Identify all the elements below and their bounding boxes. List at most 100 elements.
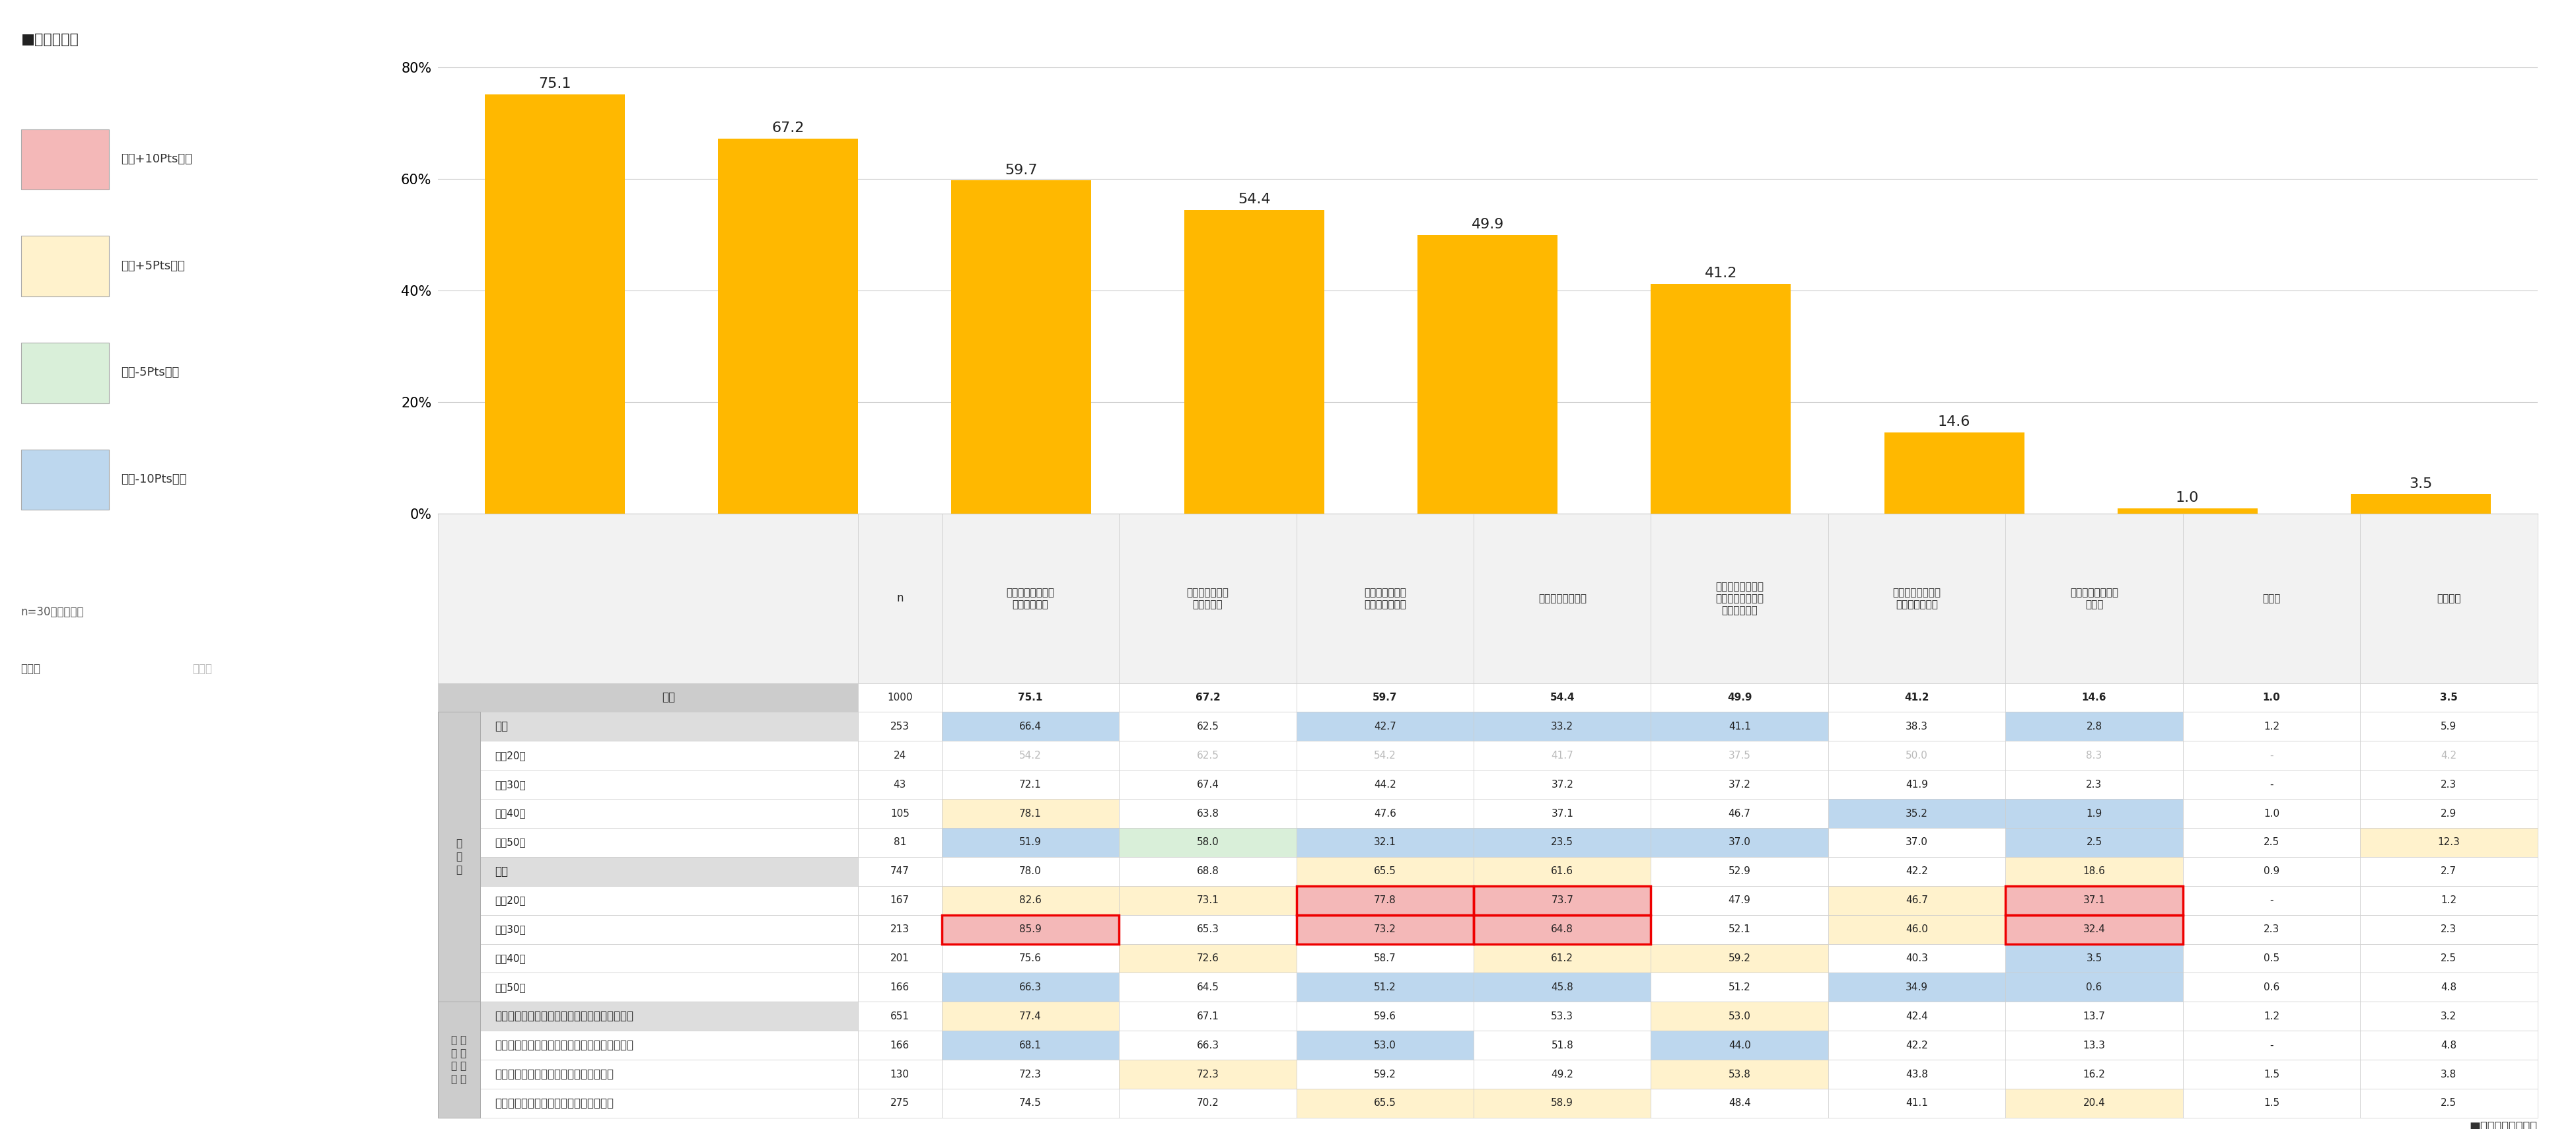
Text: 12.3: 12.3 <box>2437 838 2460 848</box>
Text: 46.7: 46.7 <box>1728 808 1752 819</box>
Text: 50.0: 50.0 <box>1906 751 1927 761</box>
FancyBboxPatch shape <box>479 1060 858 1088</box>
FancyBboxPatch shape <box>2360 1088 2537 1118</box>
Text: 2.3: 2.3 <box>2264 925 2280 935</box>
Bar <box>1651 283 1790 514</box>
FancyBboxPatch shape <box>858 914 943 944</box>
Text: 44.0: 44.0 <box>1728 1040 1752 1050</box>
FancyBboxPatch shape <box>2007 973 2182 1001</box>
FancyBboxPatch shape <box>479 886 858 914</box>
FancyBboxPatch shape <box>858 741 943 770</box>
Text: 2.5: 2.5 <box>2264 838 2280 848</box>
FancyBboxPatch shape <box>438 683 479 712</box>
FancyBboxPatch shape <box>479 973 858 1001</box>
FancyBboxPatch shape <box>1296 973 1473 1001</box>
FancyBboxPatch shape <box>1473 1060 1651 1088</box>
FancyBboxPatch shape <box>1651 914 1829 944</box>
Text: 74.5: 74.5 <box>1020 1099 1041 1109</box>
FancyBboxPatch shape <box>943 683 1118 712</box>
FancyBboxPatch shape <box>1829 886 2007 914</box>
FancyBboxPatch shape <box>943 1001 1118 1031</box>
FancyBboxPatch shape <box>1651 828 1829 857</box>
Text: 41.9: 41.9 <box>1906 779 1927 789</box>
Text: 2.3: 2.3 <box>2087 779 2102 789</box>
FancyBboxPatch shape <box>1829 799 2007 828</box>
Text: 51.9: 51.9 <box>1020 838 1041 848</box>
Text: 651: 651 <box>891 1012 909 1022</box>
Text: 65.3: 65.3 <box>1195 925 1218 935</box>
Text: 53.8: 53.8 <box>1728 1069 1752 1079</box>
Text: 2.9: 2.9 <box>2439 808 2458 819</box>
FancyBboxPatch shape <box>2360 1060 2537 1088</box>
FancyBboxPatch shape <box>1473 973 1651 1001</box>
FancyBboxPatch shape <box>1118 886 1296 914</box>
FancyBboxPatch shape <box>1296 1031 1473 1060</box>
FancyBboxPatch shape <box>2360 799 2537 828</box>
FancyBboxPatch shape <box>1829 514 2007 683</box>
FancyBboxPatch shape <box>479 741 858 770</box>
Text: 0.6: 0.6 <box>2087 982 2102 992</box>
FancyBboxPatch shape <box>943 770 1118 799</box>
FancyBboxPatch shape <box>1296 914 1473 944</box>
Text: 72.3: 72.3 <box>1020 1069 1041 1079</box>
FancyBboxPatch shape <box>1118 1031 1296 1060</box>
Text: 男性30代: 男性30代 <box>495 779 526 789</box>
Text: 32.4: 32.4 <box>2084 925 2105 935</box>
Text: 38.3: 38.3 <box>1906 721 1927 732</box>
FancyBboxPatch shape <box>2360 514 2537 683</box>
FancyBboxPatch shape <box>438 741 479 770</box>
FancyBboxPatch shape <box>1118 1001 1296 1031</box>
FancyBboxPatch shape <box>2360 944 2537 973</box>
FancyBboxPatch shape <box>438 1060 479 1088</box>
Text: 3.8: 3.8 <box>2439 1069 2458 1079</box>
FancyBboxPatch shape <box>1473 799 1651 828</box>
FancyBboxPatch shape <box>1118 914 1296 944</box>
Text: 24: 24 <box>894 751 907 761</box>
FancyBboxPatch shape <box>21 343 108 403</box>
Text: 45.8: 45.8 <box>1551 982 1574 992</box>
Text: 59.2: 59.2 <box>1373 1069 1396 1079</box>
Text: 男性50代: 男性50代 <box>495 838 526 848</box>
FancyBboxPatch shape <box>1473 712 1651 741</box>
Text: 全体-10Pts以下: 全体-10Pts以下 <box>121 473 185 485</box>
Bar <box>1185 210 1324 514</box>
FancyBboxPatch shape <box>438 514 858 683</box>
FancyBboxPatch shape <box>1829 914 2007 944</box>
Text: 2.5: 2.5 <box>2439 953 2458 963</box>
Text: 58.9: 58.9 <box>1551 1099 1574 1109</box>
Text: 46.0: 46.0 <box>1906 925 1927 935</box>
FancyBboxPatch shape <box>2007 1031 2182 1060</box>
Text: 65.5: 65.5 <box>1373 1099 1396 1109</box>
FancyBboxPatch shape <box>1473 1001 1651 1031</box>
FancyBboxPatch shape <box>943 857 1118 886</box>
FancyBboxPatch shape <box>2360 712 2537 741</box>
FancyBboxPatch shape <box>943 828 1118 857</box>
Bar <box>2117 508 2257 514</box>
Text: 75.1: 75.1 <box>538 78 572 90</box>
Text: 51.8: 51.8 <box>1551 1040 1574 1050</box>
Text: 1.5: 1.5 <box>2264 1069 2280 1079</box>
FancyBboxPatch shape <box>479 914 858 944</box>
FancyBboxPatch shape <box>438 944 479 973</box>
Text: 59.6: 59.6 <box>1373 1012 1396 1022</box>
FancyBboxPatch shape <box>2182 886 2360 914</box>
Text: 1.2: 1.2 <box>2439 895 2458 905</box>
Text: 全体+10Pts以上: 全体+10Pts以上 <box>121 154 193 165</box>
FancyBboxPatch shape <box>2182 944 2360 973</box>
FancyBboxPatch shape <box>438 1001 479 1118</box>
FancyBboxPatch shape <box>1651 1031 1829 1060</box>
Text: 14.6: 14.6 <box>2081 692 2107 702</box>
FancyBboxPatch shape <box>858 799 943 828</box>
Text: 14.6: 14.6 <box>1937 415 1971 428</box>
Text: 72.3: 72.3 <box>1195 1069 1218 1079</box>
Bar <box>1883 432 2025 514</box>
Text: 49.2: 49.2 <box>1551 1069 1574 1079</box>
Text: 42.2: 42.2 <box>1906 1040 1927 1050</box>
FancyBboxPatch shape <box>1473 770 1651 799</box>
FancyBboxPatch shape <box>1473 1088 1651 1118</box>
FancyBboxPatch shape <box>2007 1088 2182 1118</box>
FancyBboxPatch shape <box>2007 857 2182 886</box>
FancyBboxPatch shape <box>1473 944 1651 973</box>
FancyBboxPatch shape <box>858 973 943 1001</box>
FancyBboxPatch shape <box>1296 683 1473 712</box>
